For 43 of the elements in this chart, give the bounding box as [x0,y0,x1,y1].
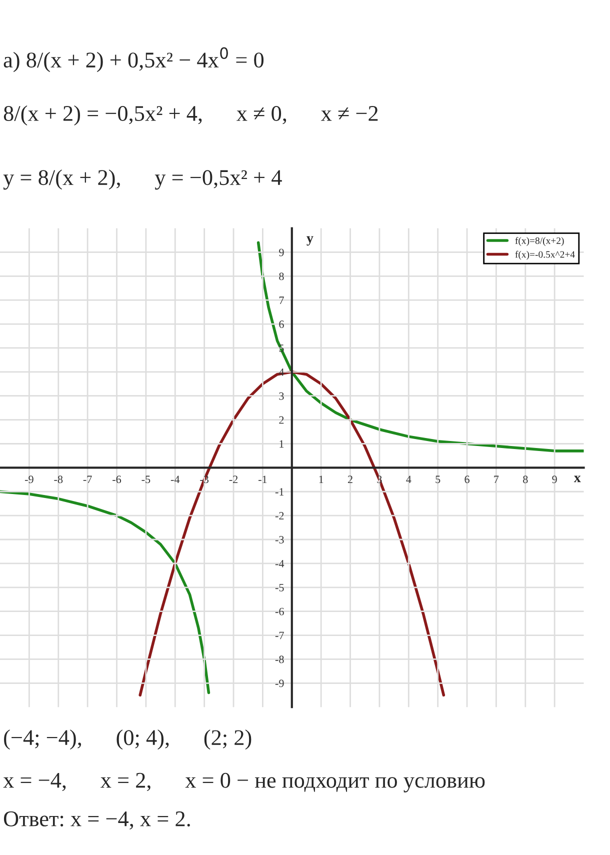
x-tick-label: 8 [523,476,528,484]
text: 8/(x + 2) = −0,5x² + 4, x ≠ 0, x ≠ −2 [4,105,378,126]
x-tick-label: -2 [229,476,238,484]
y-tick-label: -9 [275,680,284,688]
y-tick-label: -2 [275,512,284,520]
y-tick-label: 1 [280,440,284,448]
y-tick-label: -1 [275,488,284,496]
y-axis-title: y [306,236,314,246]
x-tick-label: 2 [348,476,352,484]
x-tick-label: 9 [552,476,557,484]
y-tick-label: -4 [275,560,284,568]
y-tick-label: -3 [275,536,284,544]
y-tick-label: 9 [279,248,284,256]
x-tick-label: -7 [83,476,92,484]
y-tick-label: 2 [279,416,284,424]
y-tick-label: 8 [279,272,284,280]
y-tick-label: -7 [275,632,284,640]
x-tick-label: -1 [258,476,267,484]
text: Ответ: x = −4, x = 2. [4,811,190,830]
line-series [138,370,446,697]
x-tick-label: 5 [436,476,440,484]
legend-label: f(x)=-0.5x^2+4 [515,250,575,260]
y-tick-label: 3 [279,392,284,400]
x-tick-label: 4 [406,476,412,484]
y-tick-label: -8 [275,656,284,664]
y-tick-label: -6 [275,608,284,616]
x-tick-label: -5 [142,476,150,484]
y-tick-label: 7 [279,296,284,304]
x-tick-label: -6 [112,476,122,484]
y-tick-label: 6 [279,320,284,328]
x-axis-title: x [574,476,581,482]
text: x = −4, x = 2, x = 0 − не подходит по условию [3,772,485,792]
x-tick-label: 7 [494,476,499,484]
x-tick-label: -8 [54,476,63,484]
legend-label: f(x)=8/(x+2) [515,237,564,246]
text: a) 8/(x + 2) + 0,5x² − 4x$^{0}$ = 0 [4,47,264,72]
text: (−4; −4), (0; 4), (2; 2) [4,730,252,750]
y-tick-label: -5 [275,584,284,592]
text: y = 8/(x + 2), y = −0,5x² + 4 [3,169,282,190]
x-tick-label: 6 [464,476,470,484]
x-tick-label: -4 [170,476,180,484]
x-tick-label: -9 [24,476,34,484]
x-tick-label: 1 [319,476,324,484]
